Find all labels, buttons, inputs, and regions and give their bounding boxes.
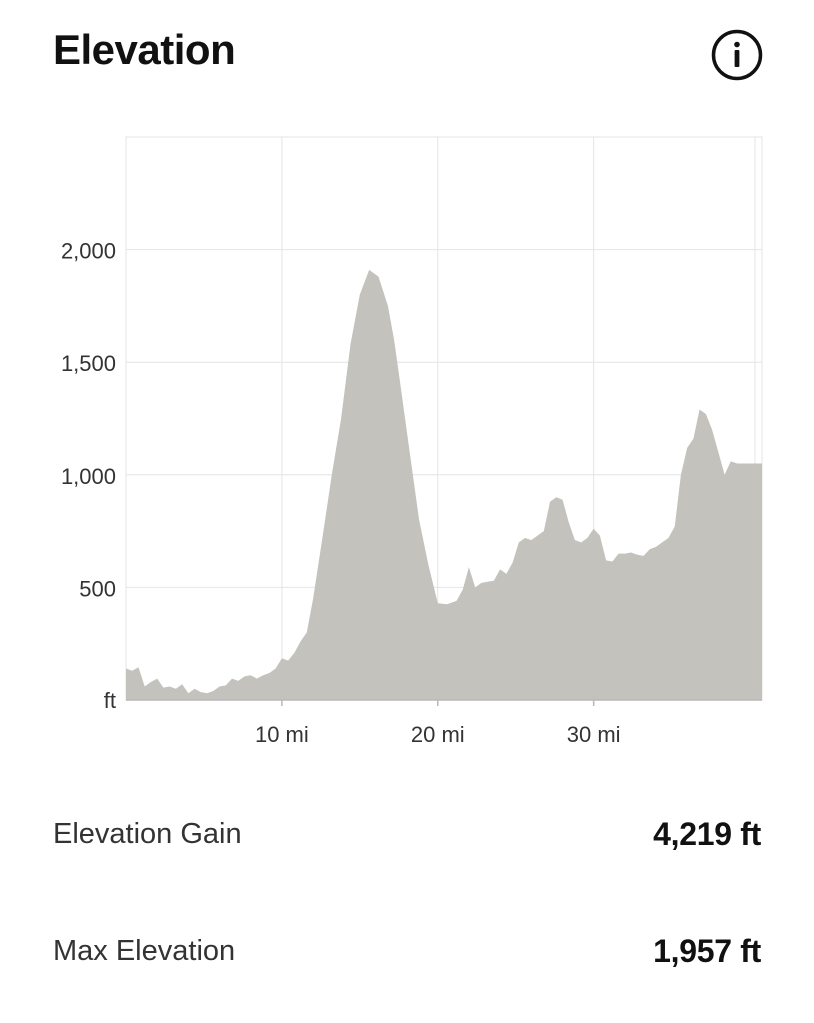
x-tick-label: 20 mi bbox=[411, 722, 465, 747]
elevation-gain-row: Elevation Gain 4,219 ft bbox=[53, 806, 761, 862]
y-tick-label: 2,000 bbox=[61, 239, 116, 264]
info-button[interactable] bbox=[711, 29, 763, 81]
y-unit-label: ft bbox=[104, 688, 116, 713]
elevation-chart-svg: 500 1,000 1,500 2,000 ft 10 mi 20 mi 30 mi bbox=[61, 136, 763, 747]
y-tick-label: 1,000 bbox=[61, 464, 116, 489]
y-tick-label: 500 bbox=[79, 576, 116, 601]
max-elevation-row: Max Elevation 1,957 ft bbox=[53, 923, 761, 979]
max-elevation-value: 1,957 ft bbox=[653, 932, 761, 969]
elevation-gain-value: 4,219 ft bbox=[653, 815, 761, 852]
page-title: Elevation bbox=[53, 26, 236, 73]
max-elevation-label: Max Elevation bbox=[53, 934, 236, 967]
x-tick-label: 30 mi bbox=[567, 722, 621, 747]
y-tick-label: 1,500 bbox=[61, 351, 116, 376]
x-tick-label: 10 mi bbox=[255, 722, 309, 747]
info-circle-icon bbox=[711, 29, 763, 81]
elevation-area bbox=[126, 269, 762, 700]
elevation-chart: 500 1,000 1,500 2,000 ft 10 mi 20 mi 30 mi bbox=[61, 136, 763, 747]
elevation-gain-label: Elevation Gain bbox=[53, 817, 242, 850]
